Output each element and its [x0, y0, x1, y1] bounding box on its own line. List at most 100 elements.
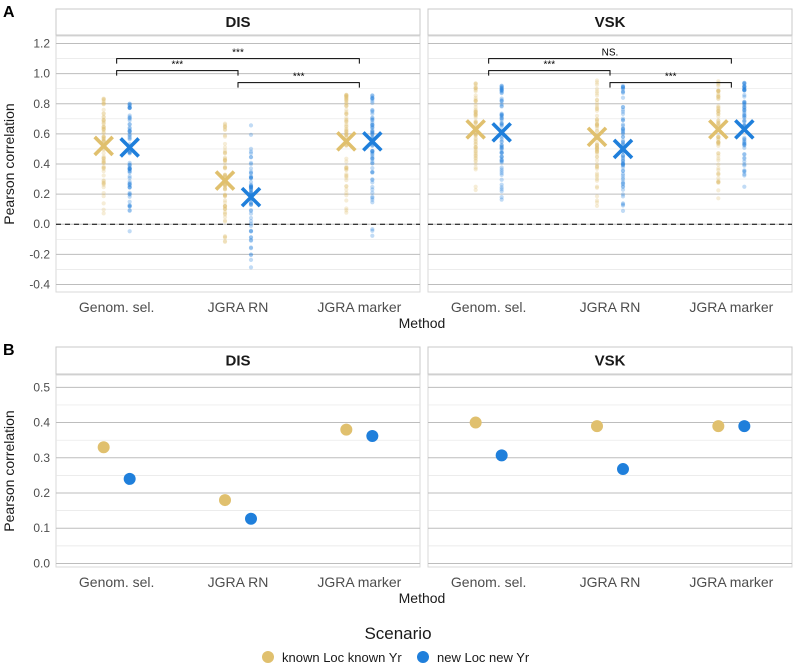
raw-point	[620, 107, 626, 112]
raw-point	[716, 151, 721, 156]
raw-point	[222, 218, 228, 223]
raw-point	[370, 111, 375, 116]
raw-point	[127, 116, 132, 121]
raw-point	[499, 121, 504, 126]
raw-point	[344, 111, 349, 117]
raw-point	[620, 138, 626, 143]
raw-point	[101, 101, 106, 107]
raw-point	[370, 115, 375, 120]
raw-point	[594, 122, 600, 127]
raw-point	[101, 178, 106, 183]
raw-point	[716, 168, 721, 173]
raw-point	[620, 123, 626, 128]
facet-vsk: VSK Genom. sel. JGRA RN JGRA marker	[427, 346, 793, 590]
raw-point	[370, 124, 375, 129]
mean-marker	[240, 186, 262, 208]
raw-point	[222, 206, 228, 211]
raw-point	[370, 161, 375, 166]
raw-point	[473, 139, 478, 145]
raw-point	[344, 117, 349, 122]
x-tick-label: JGRA marker	[317, 574, 401, 590]
significance-bracket	[488, 58, 732, 64]
raw-point	[370, 149, 375, 154]
raw-point	[594, 163, 600, 169]
raw-point	[248, 184, 254, 189]
raw-point	[620, 129, 626, 134]
raw-point	[248, 189, 254, 194]
raw-point	[594, 146, 600, 151]
raw-point	[499, 139, 504, 145]
raw-point	[370, 132, 375, 137]
raw-point	[716, 107, 721, 112]
raw-point	[101, 134, 106, 139]
raw-point	[344, 97, 349, 102]
raw-point	[344, 98, 349, 103]
raw-point	[222, 234, 228, 239]
raw-point	[101, 207, 106, 212]
raw-point	[370, 200, 375, 205]
raw-point	[248, 186, 254, 192]
raw-point	[499, 150, 504, 156]
raw-point	[716, 88, 721, 93]
raw-point	[370, 152, 375, 157]
raw-point	[473, 165, 478, 170]
raw-point	[620, 142, 626, 147]
raw-point	[473, 109, 478, 115]
raw-point	[127, 229, 132, 234]
raw-point	[248, 223, 254, 228]
raw-point	[344, 94, 349, 99]
raw-point	[248, 201, 254, 206]
raw-point	[127, 167, 132, 172]
raw-point	[620, 168, 626, 173]
raw-point	[248, 146, 254, 151]
raw-point	[716, 94, 721, 99]
significance-label: NS.	[602, 48, 619, 59]
raw-point	[101, 127, 106, 132]
raw-point	[370, 170, 375, 175]
raw-point	[620, 126, 626, 131]
raw-point	[473, 85, 478, 91]
raw-point	[499, 154, 504, 159]
raw-point	[742, 172, 747, 177]
raw-point	[499, 139, 504, 144]
raw-point	[594, 117, 600, 122]
raw-point	[716, 93, 721, 98]
raw-point	[594, 203, 600, 209]
raw-point	[127, 105, 132, 110]
raw-point	[344, 119, 349, 124]
y-tick-label: 0.0	[33, 556, 50, 570]
raw-point	[742, 156, 747, 161]
raw-point	[370, 149, 375, 154]
raw-point	[499, 113, 504, 118]
raw-point	[742, 113, 747, 118]
significance-label: ***	[665, 72, 677, 83]
raw-point	[344, 156, 349, 161]
raw-point	[499, 112, 504, 117]
raw-point	[499, 116, 504, 121]
y-tick-label: 0.8	[33, 97, 50, 111]
raw-point	[344, 96, 349, 101]
strip-box	[55, 346, 421, 375]
raw-point	[370, 161, 375, 166]
raw-point	[499, 189, 504, 194]
raw-point	[248, 252, 254, 258]
raw-point	[222, 127, 228, 132]
raw-point	[101, 180, 106, 185]
x-tick-label: JGRA marker	[689, 299, 773, 315]
raw-point	[620, 158, 626, 163]
raw-point	[344, 159, 349, 164]
raw-point	[742, 88, 747, 93]
raw-point	[620, 162, 626, 167]
raw-point	[248, 219, 254, 224]
raw-point	[248, 252, 254, 257]
raw-point	[127, 105, 132, 110]
raw-point	[127, 166, 132, 171]
strip-box	[427, 346, 793, 375]
x-axis-title: Method	[399, 315, 446, 331]
raw-point	[499, 195, 504, 200]
data-point	[712, 420, 725, 433]
raw-point	[594, 176, 600, 182]
raw-point	[473, 132, 478, 138]
raw-point	[101, 160, 106, 165]
raw-point	[742, 145, 747, 151]
